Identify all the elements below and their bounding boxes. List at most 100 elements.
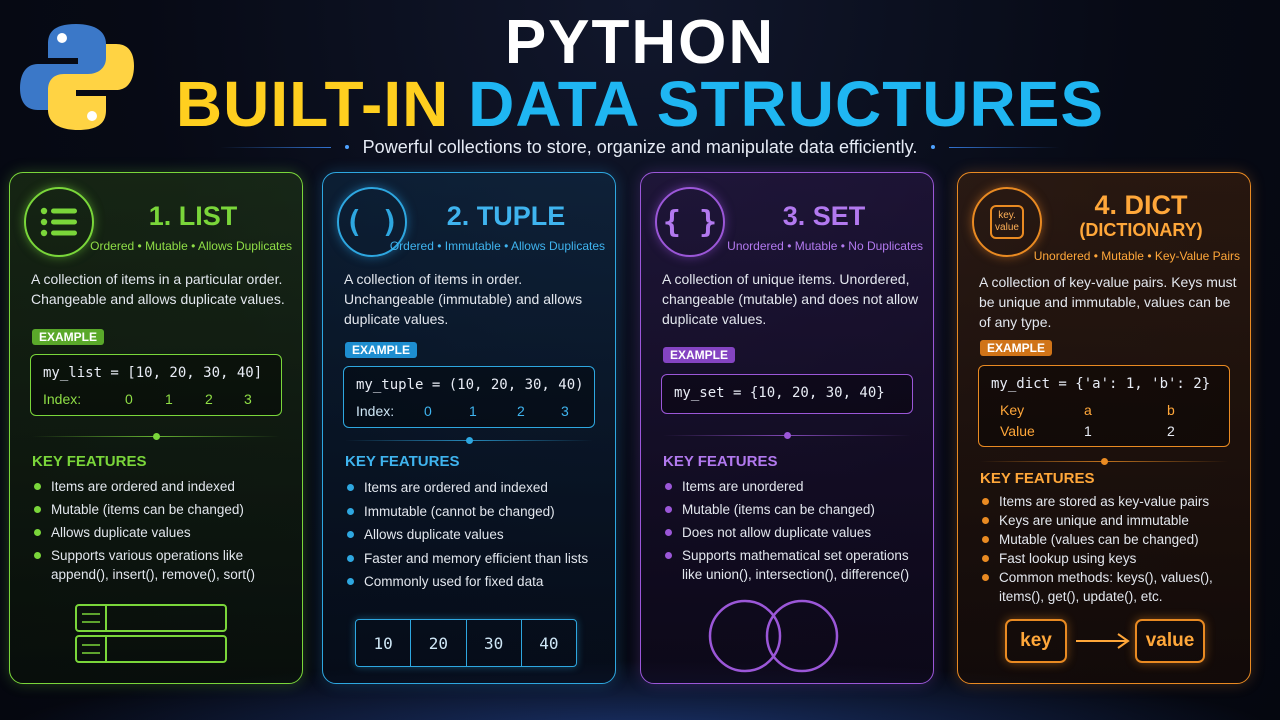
card-set: { } 3. SET Unordered • Mutable • No Dupl… bbox=[640, 172, 934, 684]
list-item: Commonly used for fixed data bbox=[345, 572, 607, 592]
list-item: Mutable (items can be changed) bbox=[663, 500, 925, 519]
key-pill: key bbox=[1005, 619, 1067, 663]
key-value: a bbox=[1084, 402, 1092, 418]
venn-diagram-graphic bbox=[708, 599, 839, 673]
key-value-icon: key. value bbox=[972, 187, 1042, 257]
list-stack-graphic bbox=[75, 604, 227, 663]
code-set: my_set = {10, 20, 30, 40} bbox=[674, 385, 885, 401]
value-value: 2 bbox=[1167, 423, 1175, 439]
index-row-list: Index: 0 1 2 3 bbox=[43, 391, 269, 409]
key-features-title-tuple: KEY FEATURES bbox=[345, 453, 460, 470]
icon-key-text: key. bbox=[998, 210, 1016, 221]
title-built-in: BUILT-IN bbox=[175, 68, 450, 140]
list-item: Common methods: keys(), values(), items(… bbox=[980, 568, 1242, 606]
example-badge-dict: EXAMPLE bbox=[980, 340, 1053, 356]
index-value: 3 bbox=[561, 403, 569, 419]
list-item: Items are ordered and indexed bbox=[345, 478, 607, 498]
index-value: 2 bbox=[517, 403, 525, 419]
features-tuple: Items are ordered and indexed Immutable … bbox=[345, 478, 607, 596]
divider-dot-left bbox=[344, 145, 349, 149]
example-badge-set: EXAMPLE bbox=[663, 347, 736, 363]
list-item: Supports mathematical set operations lik… bbox=[663, 546, 925, 584]
list-item: Fast lookup using keys bbox=[980, 549, 1242, 568]
list-item: Items are ordered and indexed bbox=[32, 477, 294, 496]
title-python: PYTHON bbox=[504, 8, 776, 77]
list-item: Faster and memory efficient than lists bbox=[345, 549, 607, 569]
key-features-title-list: KEY FEATURES bbox=[32, 453, 147, 470]
list-item: Items are stored as key-value pairs bbox=[980, 492, 1242, 511]
parentheses-glyph: ( ) bbox=[344, 204, 400, 240]
tuple-cell: 20 bbox=[411, 620, 467, 666]
key-value-box: key. value bbox=[990, 205, 1024, 239]
key-features-title-set: KEY FEATURES bbox=[663, 453, 778, 470]
index-label: Index: bbox=[356, 403, 395, 419]
title-data-structures: BUILT-IN DATA STRUCTURES bbox=[0, 68, 1280, 140]
list-item: Allows duplicate values bbox=[345, 525, 607, 545]
list-item: Mutable (values can be changed) bbox=[980, 530, 1242, 549]
key-features-title-dict: KEY FEATURES bbox=[980, 470, 1095, 487]
value-row-dict: Value 1 2 bbox=[991, 423, 1217, 441]
card-title-set: 3. SET bbox=[782, 201, 866, 231]
list-item: Supports various operations like append(… bbox=[32, 546, 294, 584]
index-value: 1 bbox=[165, 391, 173, 407]
list-item: Does not allow duplicate values bbox=[663, 523, 925, 542]
index-label: Index: bbox=[43, 391, 82, 407]
subtitle-row: Powerful collections to store, organize … bbox=[220, 134, 1060, 160]
key-label: Key bbox=[1000, 402, 1025, 418]
subtitle: Powerful collections to store, organize … bbox=[362, 136, 918, 157]
card-title-dict: 4. DICT (DICTIONARY) bbox=[1046, 191, 1236, 241]
code-box-dict: my_dict = {'a': 1, 'b': 2} Key a b Value… bbox=[978, 365, 1230, 447]
curly-braces-glyph: { } bbox=[662, 204, 718, 240]
list-icon bbox=[24, 187, 94, 257]
desc-dict: A collection of key-value pairs. Keys mu… bbox=[979, 274, 1237, 330]
tuple-cells-graphic: 10 20 30 40 bbox=[355, 619, 577, 667]
python-logo-icon bbox=[20, 24, 134, 130]
example-badge-list: EXAMPLE bbox=[32, 329, 105, 345]
tags-dict: Unordered • Mutable • Key-Value Pairs bbox=[1033, 249, 1240, 263]
list-item: Keys are unique and immutable bbox=[980, 511, 1242, 530]
card-title-list: 1. LIST bbox=[148, 201, 238, 231]
card-list: 1. LIST Ordered • Mutable • Allows Dupli… bbox=[9, 172, 303, 684]
curly-braces-icon: { } bbox=[655, 187, 725, 257]
separator-tuple bbox=[345, 437, 593, 444]
index-value: 2 bbox=[205, 391, 213, 407]
desc-list: A collection of items in a particular or… bbox=[31, 271, 285, 307]
card-title-tuple: 2. TUPLE bbox=[446, 201, 566, 231]
key-row-dict: Key a b bbox=[991, 402, 1217, 420]
list-item: Allows duplicate values bbox=[32, 523, 294, 542]
list-item: Mutable (items can be changed) bbox=[32, 500, 294, 519]
list-item: Items are unordered bbox=[663, 477, 925, 496]
code-box-set: my_set = {10, 20, 30, 40} bbox=[661, 374, 913, 414]
code-dict: my_dict = {'a': 1, 'b': 2} bbox=[991, 376, 1211, 392]
separator-dict bbox=[980, 458, 1228, 465]
arrow-right-icon bbox=[1076, 633, 1130, 649]
tags-list: Ordered • Mutable • Allows Duplicates bbox=[90, 239, 292, 253]
code-box-list: my_list = [10, 20, 30, 40] Index: 0 1 2 … bbox=[30, 354, 282, 416]
value-pill: value bbox=[1135, 619, 1205, 663]
code-tuple: my_tuple = (10, 20, 30, 40) bbox=[356, 377, 584, 393]
tuple-cell: 30 bbox=[467, 620, 522, 666]
separator-list bbox=[32, 433, 280, 440]
parentheses-icon: ( ) bbox=[337, 187, 407, 257]
tags-tuple: Ordered • Immutable • Allows Duplicates bbox=[389, 239, 605, 253]
features-list: Items are ordered and indexed Mutable (i… bbox=[32, 477, 294, 588]
index-row-tuple: Index: 0 1 2 3 bbox=[356, 403, 582, 421]
index-value: 1 bbox=[469, 403, 477, 419]
divider-right bbox=[949, 146, 1060, 148]
code-list: my_list = [10, 20, 30, 40] bbox=[43, 365, 263, 381]
card-tuple: ( ) 2. TUPLE Ordered • Immutable • Allow… bbox=[322, 172, 616, 684]
index-value: 0 bbox=[125, 391, 133, 407]
title-structures: DATA STRUCTURES bbox=[468, 68, 1105, 140]
value-value: 1 bbox=[1084, 423, 1092, 439]
tags-set: Unordered • Mutable • No Duplicates bbox=[727, 239, 923, 253]
key-value: b bbox=[1167, 402, 1175, 418]
value-label: Value bbox=[1000, 423, 1035, 439]
index-value: 0 bbox=[424, 403, 432, 419]
separator-set bbox=[663, 432, 911, 439]
desc-set: A collection of unique items. Unordered,… bbox=[662, 271, 919, 327]
divider-left bbox=[220, 146, 331, 148]
example-badge-tuple: EXAMPLE bbox=[345, 342, 418, 358]
code-box-tuple: my_tuple = (10, 20, 30, 40) Index: 0 1 2… bbox=[343, 366, 595, 428]
tuple-cell: 10 bbox=[356, 620, 412, 666]
list-item: Immutable (cannot be changed) bbox=[345, 502, 607, 522]
